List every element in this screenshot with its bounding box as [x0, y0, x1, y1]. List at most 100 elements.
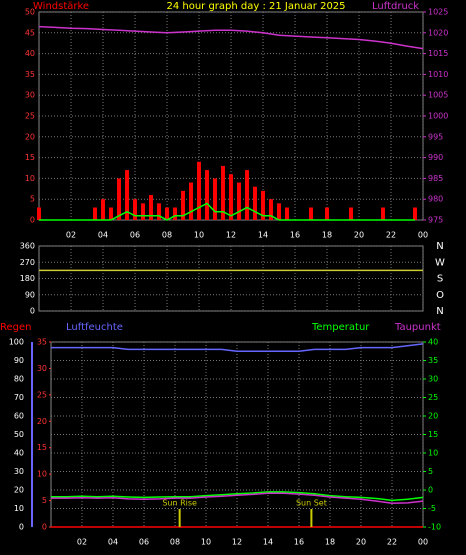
series-line [51, 492, 424, 505]
pressure-axis-title: Luftdruck [372, 1, 419, 12]
direction-label: O [436, 290, 444, 301]
y2-tick-label: 30 [428, 375, 438, 384]
y2-tick-label: 980 [428, 195, 443, 204]
y-tick-label: 40 [14, 449, 24, 458]
y2-tick-label: 975 [428, 216, 443, 225]
rain-tick-label: 10 [37, 470, 47, 479]
x-tick-label: 08 [162, 231, 172, 240]
y-tick-label: 90 [14, 356, 24, 365]
series-line [38, 25, 424, 50]
y-tick-label: 50 [25, 8, 35, 17]
y-tick-label: 60 [14, 412, 24, 421]
legend-entry: Regen [0, 322, 32, 333]
y2-tick-label: 990 [428, 153, 443, 162]
y2-tick-label: 20 [428, 412, 438, 421]
y-tick-label: 270 [20, 258, 35, 267]
series-line [51, 343, 424, 353]
gust-bar [221, 165, 225, 220]
direction-label: N [436, 306, 443, 317]
direction-label: W [435, 257, 445, 268]
y-tick-label: 70 [14, 393, 24, 402]
x-tick-label: 22 [387, 538, 397, 547]
x-tick-label: 04 [98, 231, 108, 240]
y2-tick-label: 25 [428, 393, 438, 402]
x-tick-label: 18 [325, 538, 335, 547]
x-tick-label: 20 [354, 231, 364, 240]
series-line [39, 202, 415, 221]
y-tick-label: 15 [25, 153, 35, 162]
x-tick-label: 10 [201, 538, 211, 547]
y2-tick-label: -5 [428, 504, 436, 513]
rain-tick-label: 35 [37, 338, 47, 347]
y2-tick-label: 1020 [428, 28, 448, 37]
gust-bar [213, 178, 217, 220]
gust-bar [269, 199, 273, 220]
gust-bar [157, 203, 161, 220]
gust-bar [261, 190, 265, 220]
gust-bar [181, 190, 185, 220]
y2-tick-label: 35 [428, 356, 438, 365]
y-tick-label: 20 [25, 132, 35, 141]
y-tick-label: 5 [30, 195, 35, 204]
y2-tick-label: 10 [428, 449, 438, 458]
sun-label: Sun Set [296, 499, 327, 508]
gust-bar [237, 182, 241, 220]
gust-bar [309, 207, 313, 220]
x-tick-label: 04 [108, 538, 118, 547]
gust-bar [101, 199, 105, 220]
y-tick-label: 20 [14, 486, 24, 495]
y2-tick-label: 1025 [428, 8, 448, 17]
gust-bar [277, 203, 281, 220]
y-tick-label: 25 [25, 112, 35, 121]
rain-tick-label: 30 [37, 364, 47, 373]
x-tick-label: 02 [66, 231, 76, 240]
gust-bar [325, 207, 329, 220]
y-tick-label: 360 [20, 242, 35, 251]
gust-bar [37, 207, 41, 220]
gust-bar [173, 207, 177, 220]
gust-bar [229, 174, 233, 220]
y-tick-label: 35 [25, 70, 35, 79]
gust-bar [165, 207, 169, 220]
y-tick-label: 45 [25, 28, 35, 37]
x-tick-label: 12 [232, 538, 242, 547]
y2-tick-label: 995 [428, 132, 443, 141]
x-tick-label: 12 [226, 231, 236, 240]
wind-axis-title: Windstärke [33, 1, 89, 12]
y-tick-label: 90 [25, 290, 35, 299]
y-tick-label: 180 [20, 274, 35, 283]
graph-title: 24 hour graph day : 21 Januar 2025 [166, 1, 345, 12]
rain-tick-label: 0 [42, 523, 47, 532]
gust-bar [253, 186, 257, 220]
y-tick-label: 10 [25, 174, 35, 183]
legend-entry: Temperatur [311, 322, 370, 333]
direction-label: N [436, 241, 443, 252]
rain-tick-label: 5 [42, 496, 47, 505]
y2-tick-label: 40 [428, 338, 438, 347]
gust-bar [125, 170, 129, 220]
gust-bar [349, 207, 353, 220]
y2-tick-label: 1005 [428, 91, 448, 100]
y2-tick-label: 0 [428, 486, 433, 495]
gust-bar [189, 182, 193, 220]
y2-tick-label: 1000 [428, 112, 448, 121]
rain-tick-label: 25 [37, 390, 47, 399]
x-tick-label: 00 [418, 538, 428, 547]
x-tick-label: 18 [322, 231, 332, 240]
gust-bar [205, 170, 209, 220]
x-tick-label: 00 [418, 231, 428, 240]
x-tick-label: 06 [139, 538, 149, 547]
x-tick-label: 14 [263, 538, 273, 547]
y-tick-label: 80 [14, 375, 24, 384]
gust-bar [285, 207, 289, 220]
series-line [51, 491, 424, 502]
x-tick-label: 10 [194, 231, 204, 240]
rain-tick-label: 15 [37, 443, 47, 452]
x-tick-label: 22 [386, 231, 396, 240]
gust-bar [149, 195, 153, 220]
x-tick-label: 16 [294, 538, 304, 547]
gust-bar [413, 207, 417, 220]
gust-bar [381, 207, 385, 220]
